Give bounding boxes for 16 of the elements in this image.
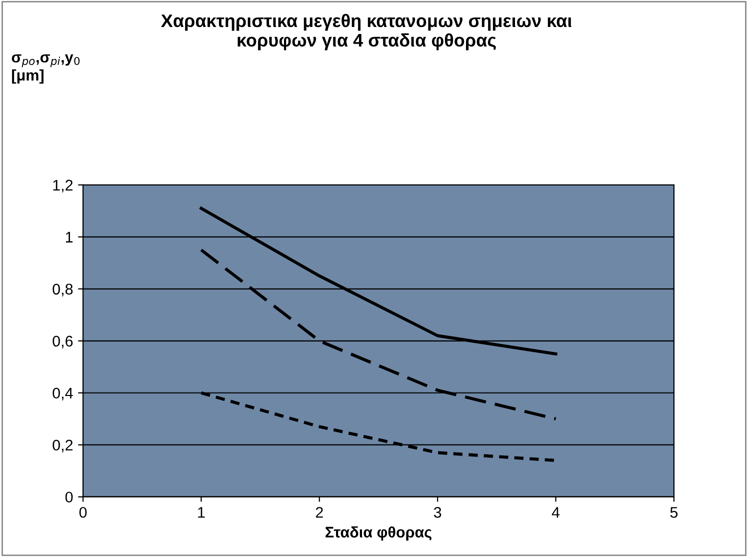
x-tick-label: 3 bbox=[434, 506, 442, 518]
y-tick-label: 1,2 bbox=[53, 180, 73, 192]
chart-title: Χαρακτηριστικα μεγεθη κατανομων σημειων και κορυφων για 4 σταδια φθορας bbox=[161, 14, 572, 50]
y-tick-label: 0,2 bbox=[52, 440, 73, 452]
x-tick-label: 2 bbox=[316, 506, 323, 518]
x-axis-title: Σταδια φθορας bbox=[326, 526, 432, 541]
y-tick-label: 0,8 bbox=[52, 284, 73, 296]
y-tick-label: 0 bbox=[65, 492, 73, 503]
y-tick-label: 1 bbox=[66, 232, 73, 242]
x-tick-label: 5 bbox=[670, 507, 678, 518]
text: σ$_{po}$,σ$_{pi}$,y$_{0}$ [μm] bbox=[12, 54, 80, 84]
x-tick-label: 1 bbox=[198, 507, 205, 518]
x-tick-label: 0 bbox=[79, 506, 87, 518]
y-tick-label: 0,6 bbox=[52, 336, 73, 348]
x-tick-label: 4 bbox=[552, 507, 560, 518]
y-tick-label: 0,4 bbox=[52, 388, 73, 400]
